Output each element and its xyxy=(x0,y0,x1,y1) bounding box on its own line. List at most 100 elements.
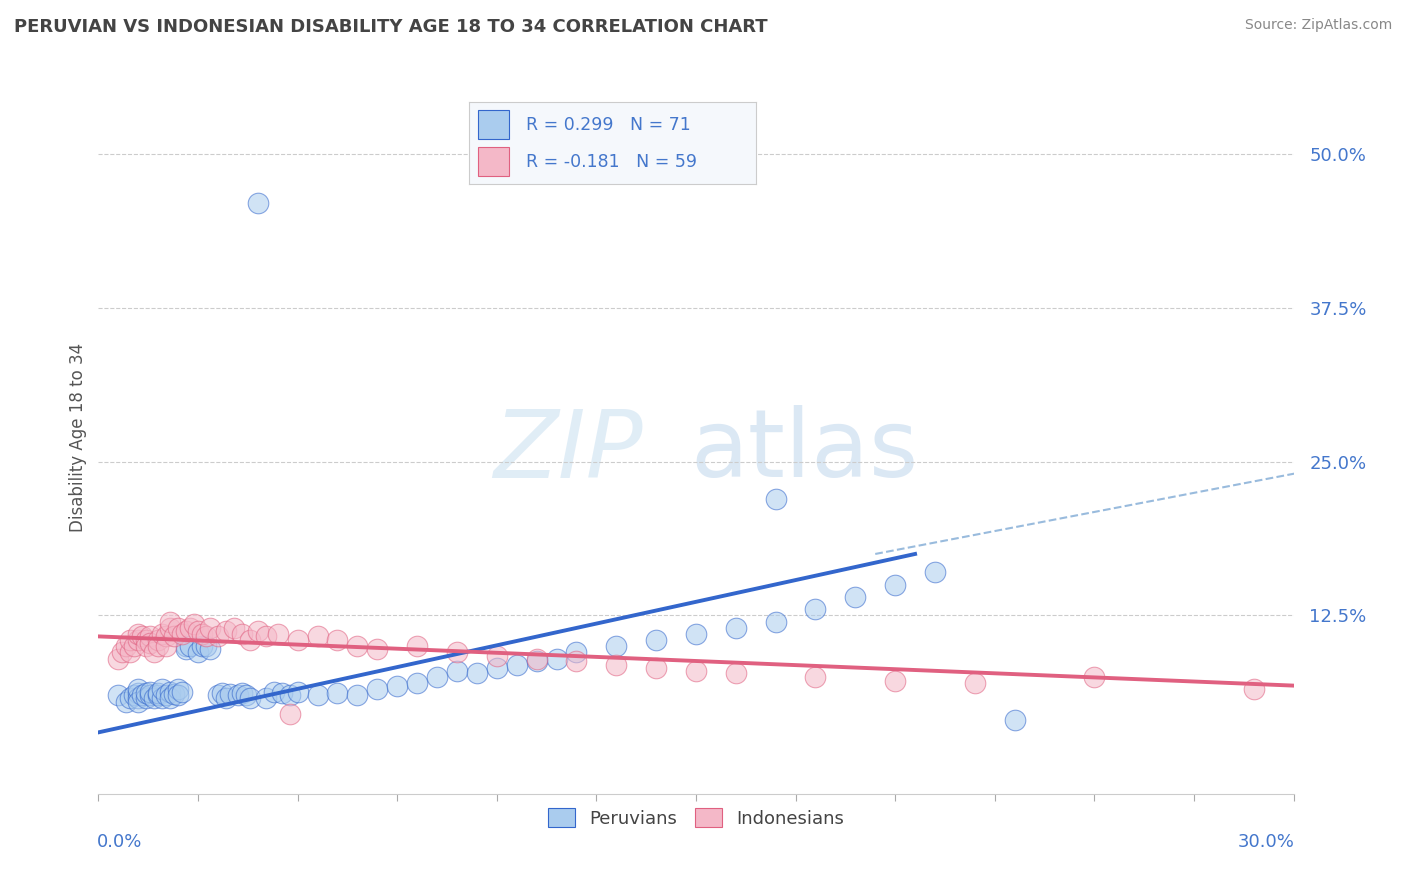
Y-axis label: Disability Age 18 to 34: Disability Age 18 to 34 xyxy=(69,343,87,532)
Point xyxy=(724,666,747,681)
Point xyxy=(115,639,138,653)
Point xyxy=(187,624,209,639)
Point xyxy=(605,639,627,653)
Point xyxy=(226,689,249,703)
Point xyxy=(148,689,170,703)
Point xyxy=(685,627,707,641)
Point xyxy=(172,627,194,641)
Point xyxy=(526,654,548,668)
Point xyxy=(127,682,149,697)
Point xyxy=(139,689,162,703)
Text: 30.0%: 30.0% xyxy=(1237,833,1295,851)
Point xyxy=(124,689,146,703)
Point xyxy=(215,624,238,639)
Point xyxy=(135,639,157,653)
Point xyxy=(135,686,157,700)
Point xyxy=(1004,713,1026,727)
Point xyxy=(198,641,221,656)
Point xyxy=(884,578,907,592)
Point xyxy=(115,695,138,709)
Point xyxy=(139,629,162,643)
Point xyxy=(645,633,668,648)
Point xyxy=(804,602,827,616)
Point xyxy=(159,621,181,635)
Point xyxy=(187,645,209,659)
Point xyxy=(239,633,262,648)
Point xyxy=(183,617,205,632)
Point xyxy=(565,654,588,668)
Point xyxy=(326,633,349,648)
Point xyxy=(685,664,707,678)
Point xyxy=(485,661,508,675)
Point xyxy=(235,689,257,703)
Point xyxy=(565,645,588,659)
Point xyxy=(120,633,142,648)
Point xyxy=(127,695,149,709)
Point xyxy=(167,621,190,635)
Text: ZIP: ZIP xyxy=(494,406,643,497)
Point xyxy=(485,649,508,664)
Point xyxy=(155,639,177,653)
Point xyxy=(207,629,229,643)
Point xyxy=(179,621,201,635)
Point xyxy=(107,689,129,703)
Point xyxy=(287,685,309,699)
Point xyxy=(231,627,253,641)
Point xyxy=(131,629,153,643)
Point xyxy=(406,676,429,690)
Point xyxy=(231,686,253,700)
Point xyxy=(346,639,368,653)
Point xyxy=(446,645,468,659)
Point xyxy=(804,670,827,684)
Point xyxy=(546,651,568,665)
Point xyxy=(844,590,866,604)
Point xyxy=(163,629,186,643)
Point xyxy=(346,689,368,703)
Point xyxy=(605,657,627,672)
Point xyxy=(174,639,197,653)
Point xyxy=(278,706,301,721)
Point xyxy=(135,633,157,648)
Point xyxy=(287,633,309,648)
Point xyxy=(645,661,668,675)
Point xyxy=(150,690,173,705)
Point xyxy=(326,686,349,700)
Point xyxy=(174,624,197,639)
Point xyxy=(148,633,170,648)
Point xyxy=(155,629,177,643)
Point xyxy=(127,690,149,705)
Point xyxy=(159,690,181,705)
Point xyxy=(1243,682,1265,697)
Point xyxy=(155,689,177,703)
Point xyxy=(207,689,229,703)
Point xyxy=(167,689,190,703)
Point xyxy=(127,627,149,641)
Point xyxy=(131,689,153,703)
Point xyxy=(385,679,409,693)
Point xyxy=(254,690,277,705)
Point xyxy=(124,639,146,653)
Point xyxy=(406,639,429,653)
Point xyxy=(267,627,290,641)
Text: PERUVIAN VS INDONESIAN DISABILITY AGE 18 TO 34 CORRELATION CHART: PERUVIAN VS INDONESIAN DISABILITY AGE 18… xyxy=(14,18,768,36)
Point xyxy=(163,687,186,701)
Point xyxy=(254,629,277,643)
Point xyxy=(172,685,194,699)
Legend: Peruvians, Indonesians: Peruvians, Indonesians xyxy=(540,801,852,835)
Point xyxy=(135,690,157,705)
Point xyxy=(191,627,214,641)
Point xyxy=(211,686,233,700)
Point xyxy=(107,651,129,665)
Text: atlas: atlas xyxy=(690,405,918,498)
Point xyxy=(139,635,162,649)
Point xyxy=(884,673,907,688)
Point xyxy=(263,685,285,699)
Point xyxy=(148,639,170,653)
Point xyxy=(127,633,149,648)
Point xyxy=(159,615,181,629)
Point xyxy=(465,666,488,681)
Point xyxy=(1083,670,1105,684)
Point xyxy=(167,682,190,697)
Point xyxy=(195,629,218,643)
Point xyxy=(278,689,301,703)
